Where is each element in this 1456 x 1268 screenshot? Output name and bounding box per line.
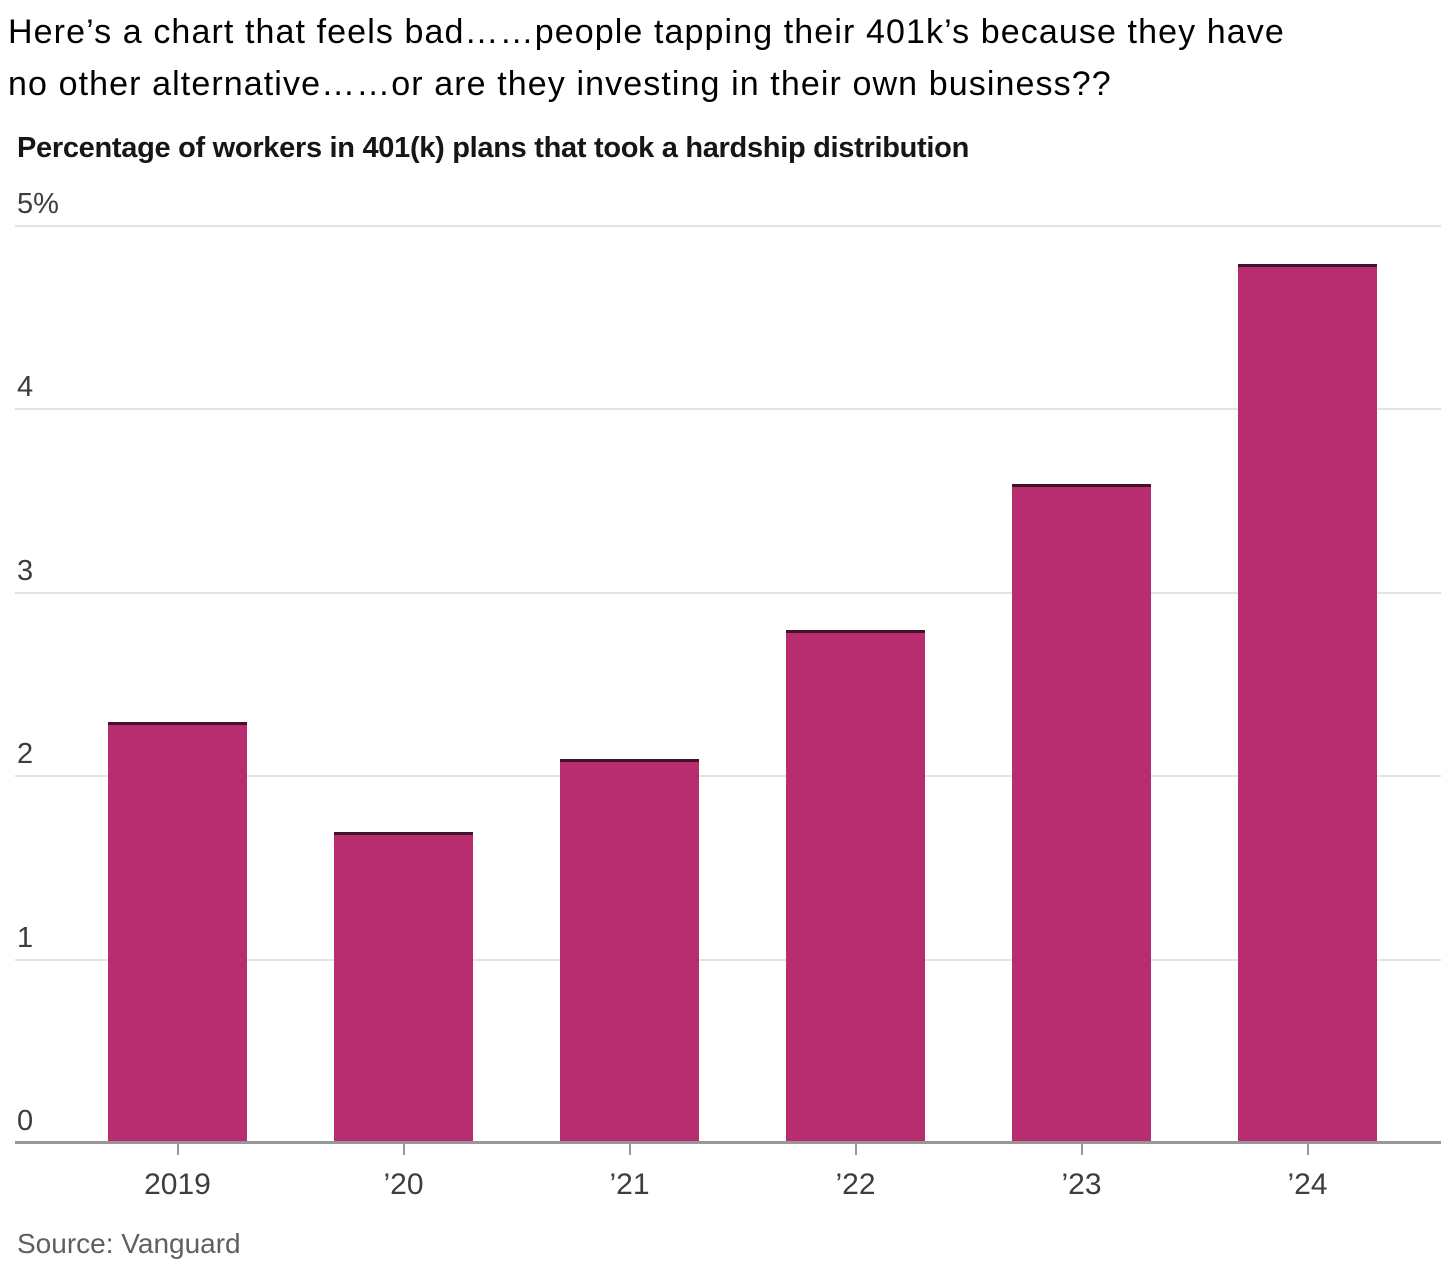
bar-20 (334, 832, 473, 1144)
gridline-2 (15, 775, 1441, 778)
bar-21 (560, 758, 699, 1144)
bar-2019 (108, 722, 247, 1144)
chart-plot-area: 0 1 2 3 4 5% (15, 190, 1441, 1144)
x-axis-labels: 2019 ’20 ’21 ’22 ’23 ’24 (15, 1144, 1441, 1202)
x-tick-mark (1080, 1144, 1083, 1155)
x-tick-text: ’24 (1287, 1168, 1328, 1201)
y-tick-label-5: 5% (17, 188, 59, 220)
y-tick-label-2: 2 (17, 738, 34, 771)
bar-24 (1238, 263, 1377, 1144)
gridline-1 (15, 958, 1441, 961)
x-tick-mark (854, 1144, 857, 1155)
chart-title: Percentage of workers in 401(k) plans th… (17, 132, 969, 164)
x-tick-text: ’20 (383, 1168, 424, 1201)
y-tick-label-0: 0 (17, 1105, 34, 1137)
x-tick-text: ’22 (835, 1168, 876, 1201)
x-tick-mark (628, 1144, 631, 1155)
y-tick-label-4: 4 (17, 371, 34, 404)
x-tick-label-23: ’23 (1012, 1144, 1151, 1202)
x-axis-line (15, 1141, 1441, 1144)
x-tick-label-24: ’24 (1238, 1144, 1377, 1202)
x-tick-label-2019: 2019 (108, 1144, 247, 1202)
gridline-3 (15, 591, 1441, 594)
x-tick-text: ’23 (1061, 1168, 1102, 1201)
post-caption-line-2: no other alternative……or are they invest… (8, 65, 1112, 103)
y-tick-label-1: 1 (17, 921, 34, 954)
bar-22 (786, 630, 925, 1144)
gridline-4 (15, 408, 1441, 411)
post-caption: Here’s a chart that feels bad……people ta… (0, 0, 1456, 110)
chart-source: Source: Vanguard (17, 1228, 241, 1259)
x-tick-label-21: ’21 (560, 1144, 699, 1202)
x-tick-mark (402, 1144, 405, 1155)
x-tick-mark (176, 1144, 179, 1155)
x-tick-mark (1306, 1144, 1309, 1155)
post-caption-line-1: Here’s a chart that feels bad……people ta… (8, 13, 1285, 51)
gridline-5 (15, 225, 1441, 227)
bar-series (15, 227, 1441, 1144)
x-tick-label-22: ’22 (786, 1144, 925, 1202)
bar-23 (1012, 483, 1151, 1144)
y-tick-label-3: 3 (17, 554, 34, 587)
x-tick-text: ’21 (609, 1168, 650, 1201)
x-tick-label-20: ’20 (334, 1144, 473, 1202)
x-tick-text: 2019 (144, 1168, 211, 1201)
